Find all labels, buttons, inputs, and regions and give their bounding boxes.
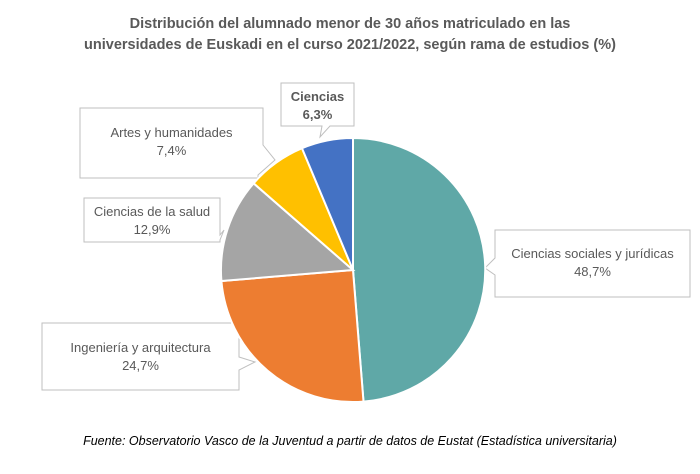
label-artes: Artes y humanidades 7,4% [110, 125, 233, 158]
slice-salud [219, 181, 356, 283]
slice-ciencias [300, 136, 354, 271]
slice-ingenieria [220, 268, 365, 404]
chart-title: Distribución del alumnado menor de 30 añ… [0, 14, 700, 56]
slice-sociales [352, 136, 487, 403]
label-sociales: Ciencias sociales y jurídicas 48,7% [511, 246, 674, 279]
source-note: Fuente: Observatorio Vasco de la Juventu… [83, 434, 617, 448]
label-salud: Ciencias de la salud 12,9% [93, 204, 211, 237]
callout-sociales [484, 229, 691, 298]
title-line-1: Distribución del alumnado menor de 30 añ… [129, 16, 571, 32]
title-line-2: universidades de Euskadi en el curso 202… [84, 37, 616, 53]
callout-ciencias [280, 82, 355, 139]
callout-artes [79, 107, 276, 179]
label-ciencias: Ciencias 6,3% [290, 89, 345, 122]
callout-salud [83, 197, 225, 243]
label-ingenieria: Ingeniería y arquitectura 24,7% [70, 340, 211, 373]
